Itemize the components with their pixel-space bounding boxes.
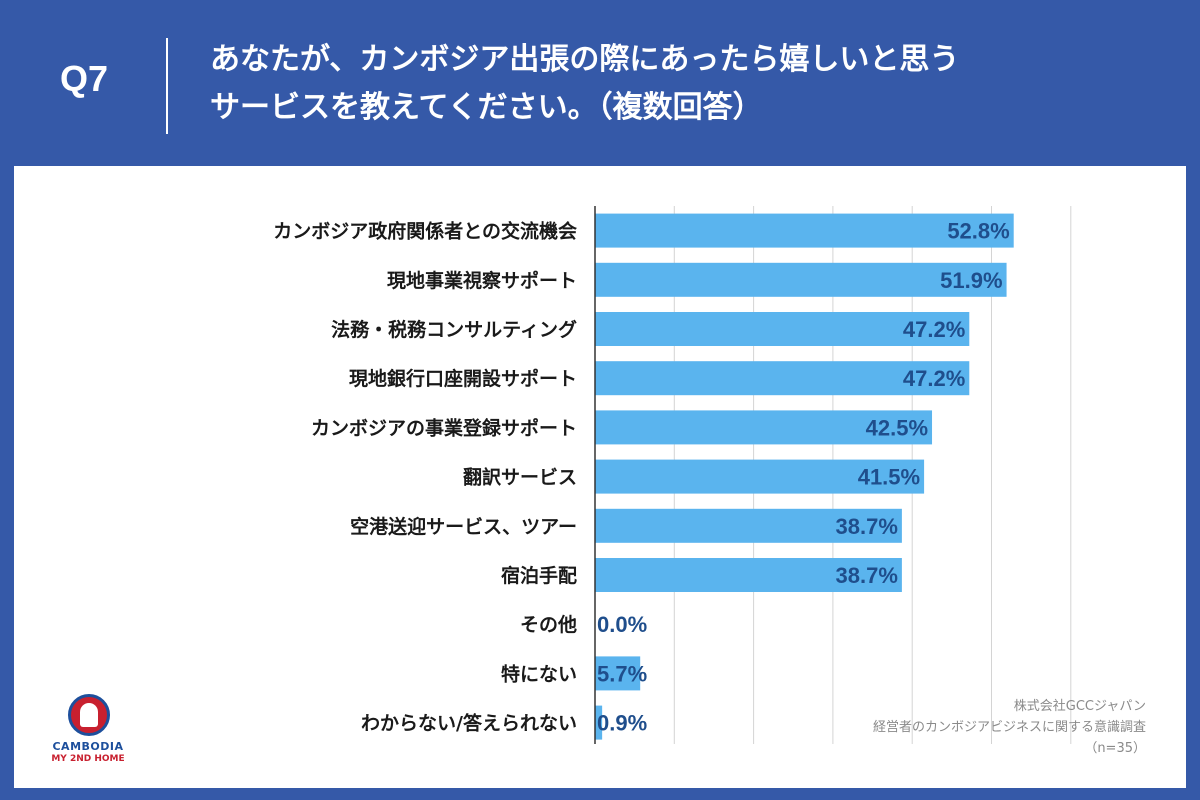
bar [595, 361, 970, 396]
bar [595, 410, 933, 445]
value-label: 0.0% [597, 612, 647, 637]
question-number: Q7 [60, 58, 109, 99]
source-sample-size: （n=35） [1084, 741, 1146, 756]
value-label: 0.9% [597, 711, 647, 736]
bar [595, 656, 641, 691]
source-company: 株式会社GCCジャパン [1013, 699, 1146, 714]
bar [595, 508, 902, 543]
bar [595, 459, 925, 494]
chart-panel: カンボジア政府関係者との交流機会 52.8% 現地事業視察サポート 51.9% 法務・税… [14, 166, 1186, 788]
category-label: カンボジアの事業登録サポート [311, 416, 577, 439]
value-label: 5.7% [597, 661, 647, 686]
value-label: 47.2% [903, 317, 965, 342]
category-label: 翻訳サービス [463, 466, 577, 489]
question-title-line2: サービスを教えてください。（複数回答） [210, 90, 763, 125]
category-label: わからない/答えられない [361, 712, 577, 735]
logo: CAMBODIA MY 2ND HOME [42, 694, 134, 768]
category-label: 法務・税務コンサルティング [331, 318, 577, 341]
value-label: 47.2% [903, 366, 965, 391]
header: Q7 あなたが、カンボジア出張の際にあったら嬉しいと思う サービスを教えてくださ… [0, 0, 1200, 165]
value-label: 38.7% [836, 514, 898, 539]
bar [595, 705, 603, 740]
category-label: 特にない [501, 663, 577, 685]
value-label: 51.9% [940, 268, 1002, 293]
header-divider [166, 38, 168, 134]
category-label: 宿泊手配 [501, 564, 577, 587]
category-label: 空港送迎サービス、ツアー [350, 515, 577, 538]
category-label: 現地事業視察サポート [387, 269, 577, 292]
source-note: 株式会社GCCジャパン 経営者のカンボジアビジネスに関する意識調査 （n=35） [873, 696, 1146, 759]
question-title-line1: あなたが、カンボジア出張の際にあったら嬉しいと思う [210, 42, 960, 77]
logo-text-main: CAMBODIA [52, 740, 124, 753]
bar [595, 312, 970, 346]
bar [595, 558, 902, 592]
bar [595, 213, 1014, 248]
logo-emblem-icon [68, 694, 110, 736]
category-label: カンボジア政府関係者との交流機会 [273, 220, 577, 243]
value-label: 38.7% [836, 563, 898, 588]
bar-chart: カンボジア政府関係者との交流機会 52.8% 現地事業視察サポート 51.9% 法務・税… [273, 206, 1072, 744]
source-survey: 経営者のカンボジアビジネスに関する意識調査 [872, 720, 1146, 735]
value-label: 52.8% [947, 219, 1009, 244]
logo-text-sub: MY 2ND HOME [51, 754, 125, 764]
bar [595, 262, 1007, 297]
question-title: あなたが、カンボジア出張の際にあったら嬉しいと思う サービスを教えてください。（… [210, 36, 1170, 132]
value-label: 42.5% [866, 415, 928, 440]
category-label: その他 [520, 613, 577, 636]
category-label: 現地銀行口座開設サポート [349, 367, 577, 390]
value-label: 41.5% [858, 465, 920, 490]
